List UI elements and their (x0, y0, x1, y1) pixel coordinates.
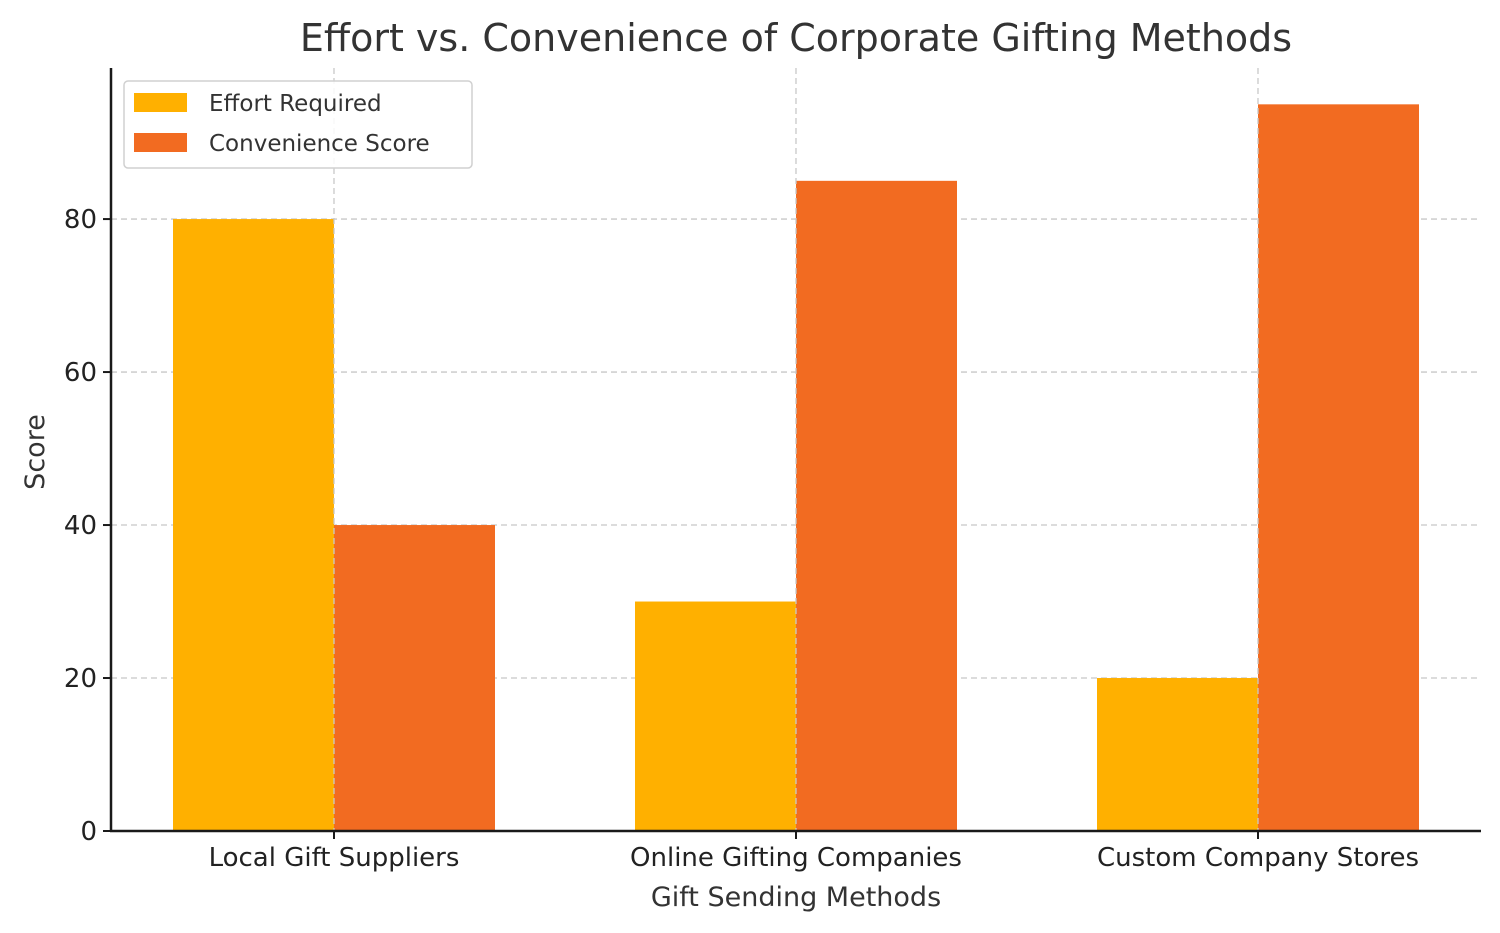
bar-convenience-score-1 (796, 180, 957, 831)
legend: Effort Required Convenience Score (123, 80, 473, 169)
chart-title: Effort vs. Convenience of Corporate Gift… (300, 16, 1292, 60)
y-axis-title: Score (20, 414, 51, 490)
y-tick-label: 40 (64, 511, 97, 541)
y-tick-label: 60 (64, 358, 97, 388)
x-tick-label: Online Gifting Companies (630, 843, 962, 873)
legend-label: Effort Required (209, 91, 382, 117)
x-axis-title: Gift Sending Methods (651, 882, 941, 913)
bar-effort-required-1 (635, 601, 796, 831)
x-ticks: Local Gift Suppliers Online Gifting Compa… (209, 831, 1419, 873)
bar-convenience-score-2 (1258, 104, 1419, 832)
bar-convenience-score-0 (334, 525, 495, 831)
vertical-grid-lines (333, 68, 1259, 831)
legend-label: Convenience Score (209, 131, 430, 157)
legend-box (123, 80, 473, 169)
bar-effort-required-0 (173, 219, 334, 831)
legend-swatch-effort-required (134, 93, 187, 112)
bars (173, 104, 1419, 832)
y-tick-label: 80 (64, 205, 97, 235)
bar-effort-required-2 (1097, 678, 1258, 831)
legend-swatch-convenience-score (134, 133, 187, 152)
y-tick-label: 20 (64, 664, 97, 694)
x-tick-label: Custom Company Stores (1097, 843, 1419, 873)
y-tick-label: 0 (80, 817, 97, 847)
y-ticks: 0 20 40 60 80 (64, 205, 111, 847)
x-tick-label: Local Gift Suppliers (209, 843, 460, 873)
